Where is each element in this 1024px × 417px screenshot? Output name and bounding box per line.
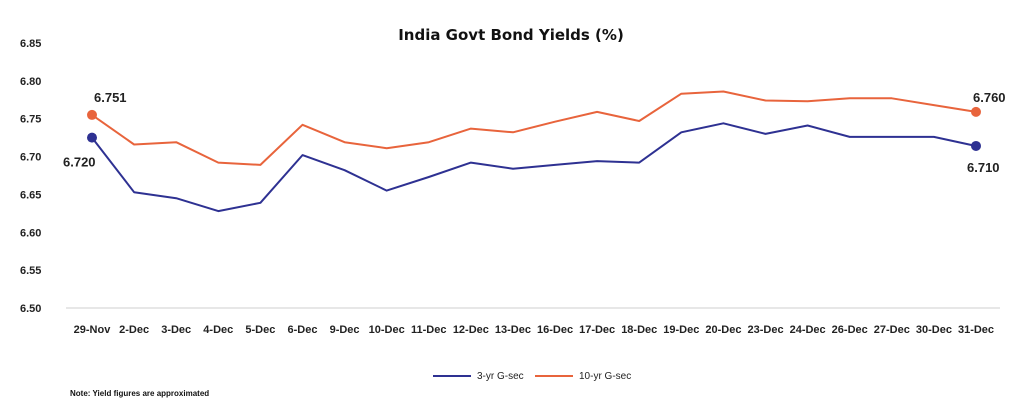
x-tick-label: 20-Dec bbox=[705, 324, 741, 336]
x-tick-label: 17-Dec bbox=[579, 324, 615, 336]
x-tick-label: 19-Dec bbox=[663, 324, 699, 336]
x-tick-label: 13-Dec bbox=[495, 324, 531, 336]
legend: 3-yr G-sec 10-yr G-sec bbox=[433, 371, 631, 382]
start-value-label: 6.751 bbox=[94, 90, 127, 105]
y-axis-ticks: 6.85 6.80 6.75 6.70 6.65 6.60 6.55 6.50 bbox=[20, 38, 41, 315]
endpoint-marker bbox=[971, 106, 981, 117]
x-tick-label: 30-Dec bbox=[916, 324, 952, 336]
footnote: Note: Yield figures are approximated bbox=[70, 389, 210, 398]
y-tick-label: 6.60 bbox=[20, 227, 41, 239]
series-line-3yr bbox=[91, 122, 977, 213]
x-tick-label: 12-Dec bbox=[453, 324, 489, 336]
legend-label: 10-yr G-sec bbox=[579, 371, 631, 382]
chart-title: India Govt Bond Yields (%) bbox=[398, 26, 624, 44]
x-tick-label: 10-Dec bbox=[369, 324, 405, 336]
x-tick-label: 23-Dec bbox=[747, 324, 783, 336]
y-tick-label: 6.70 bbox=[20, 152, 41, 164]
data-labels: 6.720 6.710 6.751 6.760 bbox=[63, 90, 1006, 175]
x-tick-label: 9-Dec bbox=[330, 324, 360, 336]
x-tick-label: 24-Dec bbox=[790, 324, 826, 336]
endpoint-marker bbox=[971, 140, 981, 151]
y-tick-label: 6.50 bbox=[20, 303, 41, 315]
x-tick-label: 5-Dec bbox=[245, 324, 275, 336]
x-tick-label: 29-Nov bbox=[74, 324, 112, 336]
x-tick-label: 26-Dec bbox=[832, 324, 868, 336]
y-tick-label: 6.75 bbox=[20, 114, 41, 126]
x-axis-ticks: 29-Nov 2-Dec 3-Dec 4-Dec 5-Dec 6-Dec 9-Dec 10-D… bbox=[74, 324, 994, 336]
x-tick-label: 18-Dec bbox=[621, 324, 657, 336]
series-lines bbox=[87, 90, 981, 213]
y-tick-label: 6.80 bbox=[20, 76, 41, 88]
start-value-label: 6.720 bbox=[63, 155, 96, 170]
end-value-label: 6.710 bbox=[967, 160, 1000, 175]
x-tick-label: 6-Dec bbox=[287, 324, 317, 336]
series-line-10yr bbox=[91, 90, 977, 166]
x-tick-label: 2-Dec bbox=[119, 324, 149, 336]
x-tick-label: 4-Dec bbox=[203, 324, 233, 336]
x-tick-label: 31-Dec bbox=[958, 324, 994, 336]
y-tick-label: 6.85 bbox=[20, 38, 41, 50]
x-tick-label: 3-Dec bbox=[161, 324, 191, 336]
y-tick-label: 6.65 bbox=[20, 189, 41, 201]
legend-label: 3-yr G-sec bbox=[477, 371, 524, 382]
endpoint-marker bbox=[87, 132, 97, 143]
x-tick-label: 27-Dec bbox=[874, 324, 910, 336]
endpoint-marker bbox=[87, 109, 97, 120]
end-value-label: 6.760 bbox=[973, 90, 1006, 105]
x-tick-label: 11-Dec bbox=[411, 324, 446, 336]
y-tick-label: 6.55 bbox=[20, 265, 41, 277]
x-tick-label: 16-Dec bbox=[537, 324, 573, 336]
